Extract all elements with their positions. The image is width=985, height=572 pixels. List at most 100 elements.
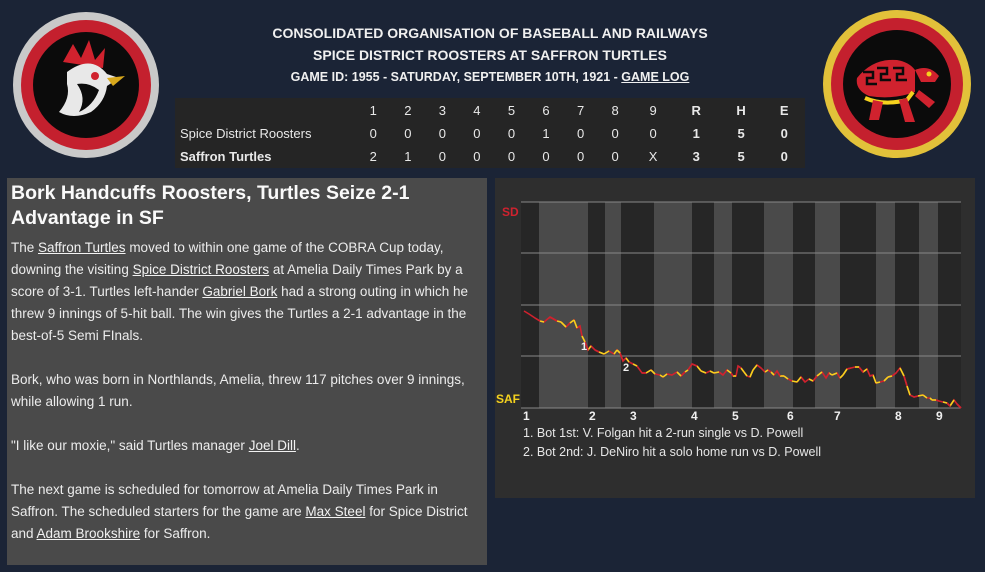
game-info-text: GAME ID: 1955 - SATURDAY, SEPTEMBER 10TH… [290,70,622,84]
play-note: 1. Bot 1st: V. Folgan hit a 2-run single… [523,426,804,440]
win-probability-panel: SD SAF 1 2 1 2 3 4 5 6 7 8 9 1. Bot 1st:… [495,178,975,498]
errors-total: 0 [780,149,788,164]
win-prob-segment [743,371,748,377]
inning-score: 0 [473,126,481,141]
win-prob-segment [767,369,772,373]
box-score: 1 2 3 4 5 6 7 8 9 R H E Spice District R… [175,98,805,168]
away-team-logo[interactable] [13,12,159,158]
win-prob-segment [625,357,630,363]
inning-score: 0 [542,149,550,164]
team-link-spice-district[interactable]: Spice District Roosters [132,262,270,277]
win-prob-segment [684,369,689,373]
inning-axis: 1 2 3 4 5 6 7 8 9 [523,409,943,423]
inning-label: 4 [691,409,698,423]
inning-score: 1 [404,149,412,164]
win-prob-segment [825,372,830,379]
inning-label: 2 [589,409,596,423]
inning-label: 7 [834,409,841,423]
matchup-title: SPICE DISTRICT ROOSTERS AT SAFFRON TURTL… [313,47,667,63]
win-prob-segment [887,375,893,378]
win-prob-segment [737,365,742,369]
win-prob-segment [573,319,578,329]
article-paragraph: Bork, who was born in Northlands, Amelia… [11,372,465,409]
player-link-adam-brookshire[interactable]: Adam Brookshire [36,526,141,541]
col-header: 9 [649,102,657,118]
play-note: 2. Bot 2nd: J. DeNiro hit a solo home ru… [523,445,822,459]
text: had a strong outing in which he threw 9 … [11,284,469,343]
win-prob-segment [619,352,624,362]
win-prob-segment [539,320,545,323]
col-header: 3 [438,102,446,118]
win-prob-segment [718,371,724,376]
manager-link-joel-dill[interactable]: Joel Dill [248,438,296,453]
col-header: 1 [369,102,377,118]
game-log-link[interactable]: GAME LOG [621,70,690,84]
team-name[interactable]: Saffron Turtles [180,149,272,164]
article-paragraph: The Saffron Turtles moved to within one … [11,237,482,347]
inning-score: X [648,149,658,164]
col-header-runs: R [691,102,701,118]
win-prob-segment [730,372,734,377]
win-prob-segment [645,369,652,374]
play-marker[interactable]: 2 [623,362,629,374]
inning-score: 0 [404,126,412,141]
inning-label: 6 [787,409,794,423]
win-prob-segment [929,397,933,401]
text: for Spice District and [11,504,468,541]
play-notes: 1. Bot 1st: V. Folgan hit a 2-run single… [523,424,821,462]
col-header: 6 [542,102,550,118]
header-team-cell [175,98,356,122]
home-team-logo[interactable] [823,10,971,158]
team-link-saffron[interactable]: Saffron Turtles [38,240,126,255]
win-prob-segment [680,371,686,377]
player-link-gabriel-bork[interactable]: Gabriel Bork [202,284,278,299]
inning-score: 0 [438,126,446,141]
inning-label: 8 [895,409,902,423]
win-prob-segment [603,350,610,355]
text: at Amelia Daily Times Park by a score of… [11,262,463,299]
win-prob-segment [713,371,720,374]
inning-score: 0 [507,149,516,164]
win-prob-segment [581,335,586,343]
inning-label: 3 [630,409,637,423]
team-name[interactable]: Spice District Roosters [180,126,312,141]
league-name: CONSOLIDATED ORGANISATION OF BASEBALL AN… [272,25,708,41]
win-prob-segment [942,401,948,404]
win-prob-segment [534,317,541,322]
col-header: 5 [507,102,516,118]
win-prob-segment [808,378,814,382]
inning-score: 0 [507,126,516,141]
win-prob-segment [922,394,928,399]
col-header-errors: E [779,102,789,118]
win-prob-segment [691,363,698,367]
inning-score: 2 [369,149,377,164]
player-link-max-steel[interactable]: Max Steel [305,504,366,519]
win-prob-segment [749,369,754,378]
win-prob-segment [869,374,874,377]
win-prob-segment [862,368,868,373]
article-headline: Bork Handcuffs Roosters, Turtles Seize 2… [11,182,410,229]
win-prob-segment [899,367,905,377]
win-prob-segment [696,365,702,372]
win-prob-segment [858,366,864,373]
win-prob-segment [650,369,656,375]
inning-score: 0 [369,126,377,141]
inning-score: 0 [611,126,619,141]
win-probability-chart: SD SAF 1 2 1 2 3 4 5 6 7 8 9 [496,201,962,423]
play-marker[interactable]: 1 [581,341,587,353]
text: The [11,240,39,255]
win-prob-segment [764,369,769,373]
win-prob-segment [906,385,911,396]
runs-total: 3 [692,149,700,164]
win-prob-segment [613,349,618,355]
home-team-label: SAF [496,392,520,406]
col-header: 8 [611,102,619,118]
win-prob-segment [709,370,715,374]
win-prob-segment [917,394,924,397]
errors-total: 0 [780,126,788,141]
game-recap-article: Bork Handcuffs Roosters, Turtles Seize 2… [7,178,487,565]
win-prob-segment [891,372,897,377]
win-prob-segment [875,381,881,384]
home-team-row: Saffron Turtles 2 1 0 0 0 0 0 0 X 3 5 0 [175,145,805,168]
win-prob-segment [666,373,673,376]
